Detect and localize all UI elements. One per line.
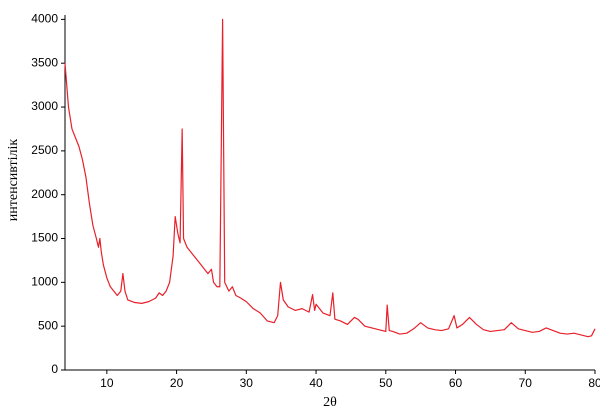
y-tick-label: 1500 [31, 231, 58, 245]
y-tick-label: 3000 [31, 99, 58, 113]
y-tick-label: 0 [51, 362, 58, 376]
data-line [64, 18, 596, 338]
y-tick-label: 2500 [31, 143, 58, 157]
y-tick-label: 4000 [31, 12, 58, 26]
y-tick-label: 3500 [31, 55, 58, 69]
x-tick-label: 50 [379, 376, 393, 390]
x-tick-label: 70 [519, 376, 533, 390]
x-tick-label: 10 [100, 376, 114, 390]
x-tick-label: 60 [449, 376, 463, 390]
y-axis-title: интенсивтiлiк [6, 139, 21, 222]
x-tick-label: 40 [309, 376, 323, 390]
y-tick-label: 2000 [31, 187, 58, 201]
x-tick-label: 20 [170, 376, 184, 390]
x-tick-label: 30 [240, 376, 254, 390]
y-tick-label: 500 [38, 318, 58, 332]
x-tick-label: 80 [588, 376, 600, 390]
x-axis-title: 2θ [323, 395, 337, 410]
y-tick-label: 1000 [31, 275, 58, 289]
